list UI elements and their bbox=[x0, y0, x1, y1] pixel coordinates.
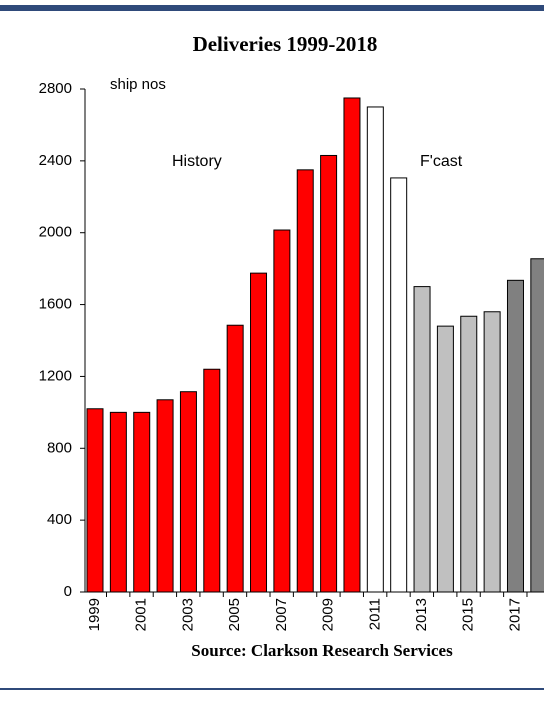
y-tick-label: 1600 bbox=[39, 296, 72, 313]
bottom-rule bbox=[0, 688, 544, 690]
annotation: ship nos bbox=[110, 76, 166, 93]
x-tick-label: 2015 bbox=[460, 598, 477, 631]
annotation: History bbox=[172, 153, 222, 170]
y-tick-label: 2800 bbox=[39, 80, 72, 97]
x-tick-label: 2001 bbox=[133, 598, 150, 631]
bar bbox=[156, 399, 174, 593]
x-tick-label: 2003 bbox=[179, 598, 196, 631]
bar bbox=[413, 286, 431, 593]
bar bbox=[273, 229, 291, 593]
bar bbox=[366, 106, 384, 593]
x-tick-label: 2017 bbox=[506, 598, 523, 631]
x-tick-label: 2007 bbox=[273, 598, 290, 631]
x-tick-label: 2009 bbox=[320, 598, 337, 631]
bar bbox=[250, 272, 268, 593]
source: Source: Clarkson Research Services bbox=[191, 641, 453, 660]
y-tick-label: 400 bbox=[47, 511, 72, 528]
x-tick-label: 2005 bbox=[226, 598, 243, 631]
bar bbox=[460, 315, 478, 593]
bar bbox=[203, 368, 221, 593]
chart-title: Deliveries 1999-2018 bbox=[193, 32, 378, 56]
bar bbox=[530, 258, 544, 593]
y-tick-label: 2400 bbox=[39, 152, 72, 169]
y-tick-label: 1200 bbox=[39, 367, 72, 384]
bar bbox=[343, 97, 361, 593]
bar bbox=[506, 279, 524, 593]
bar bbox=[296, 169, 314, 593]
x-tick-label: 2013 bbox=[413, 598, 430, 631]
x-tick-label: 1999 bbox=[86, 598, 103, 631]
bar bbox=[109, 411, 127, 593]
y-tick-label: 0 bbox=[64, 583, 72, 600]
bar bbox=[390, 177, 408, 593]
bar bbox=[483, 311, 501, 593]
bar bbox=[226, 324, 244, 593]
y-tick-label: 800 bbox=[47, 439, 72, 456]
bar bbox=[86, 408, 104, 593]
y-tick-label: 2000 bbox=[39, 224, 72, 241]
bar bbox=[436, 325, 454, 593]
annotation: F'cast bbox=[420, 153, 463, 170]
bar bbox=[320, 154, 338, 593]
top-rule bbox=[0, 5, 544, 11]
bar bbox=[133, 411, 151, 593]
x-tick-label: 2011 bbox=[366, 598, 383, 630]
bar bbox=[179, 391, 197, 593]
